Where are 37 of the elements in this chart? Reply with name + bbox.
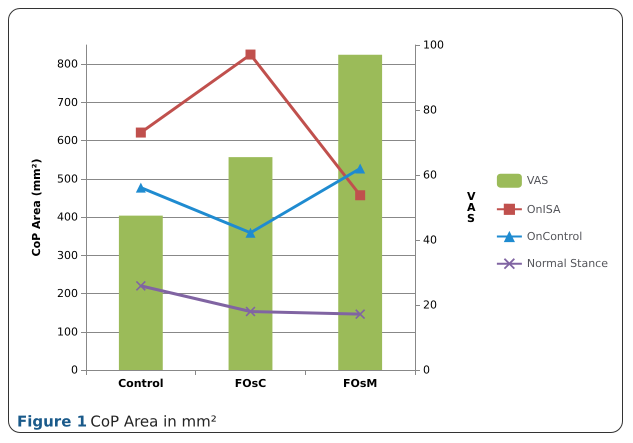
y-axis-title: CoP Area (mm²) <box>30 158 43 256</box>
point <box>246 228 256 238</box>
x-tick-label: FOsM <box>342 377 378 390</box>
legend-label: OnISA <box>526 202 561 216</box>
point <box>136 182 146 193</box>
point <box>246 50 256 60</box>
bar <box>228 157 272 370</box>
y-tick-label: 800 <box>57 58 78 71</box>
y2-tick-label: 60 <box>423 168 437 182</box>
y2-tick-label: 0 <box>423 364 430 376</box>
y2-tick-label: 40 <box>423 234 437 246</box>
bar <box>338 54 382 370</box>
y-tick-label: 400 <box>57 210 78 224</box>
point <box>355 309 366 320</box>
y-tick-label: 300 <box>57 248 78 262</box>
y2-tick-label: 20 <box>423 298 437 312</box>
y2-axis-title: VAS <box>467 190 476 225</box>
legend-label: OnControl <box>526 230 582 243</box>
y-tick-label: 0 <box>71 364 78 376</box>
y-tick-label: 600 <box>57 134 78 148</box>
legend-label: Normal Stance <box>526 257 608 270</box>
y-tick-label: 700 <box>57 96 78 109</box>
y-tick-label: 100 <box>57 325 78 338</box>
text: Figure 1 CoP Area in mm² <box>17 412 217 430</box>
point <box>355 190 366 200</box>
bar <box>118 216 163 370</box>
point <box>246 306 256 316</box>
x-tick-label: FOsC <box>234 377 266 390</box>
y2-tick-label: 80 <box>423 104 437 116</box>
y2-tick-label: 100 <box>423 38 444 52</box>
point <box>355 164 366 174</box>
y-tick-label: 200 <box>57 287 78 300</box>
y-tick-label: 500 <box>57 172 78 186</box>
point <box>136 128 146 138</box>
legend-label: VAS <box>526 174 548 188</box>
x-tick-label: Control <box>118 377 164 390</box>
point <box>136 280 146 291</box>
